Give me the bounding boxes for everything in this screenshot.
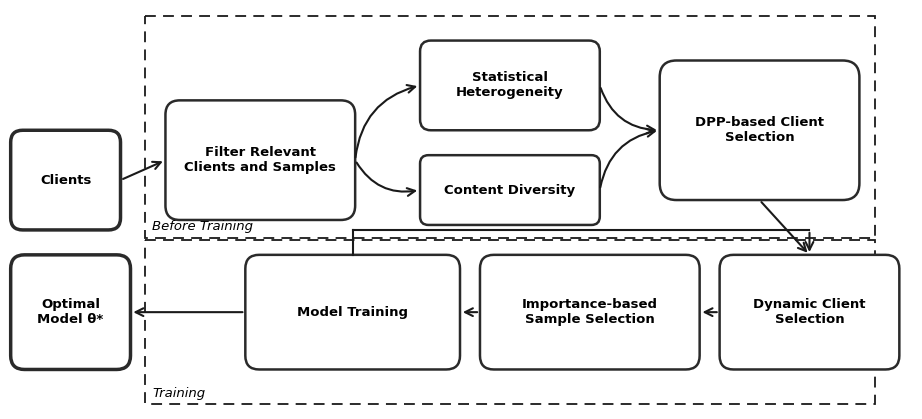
Text: Clients: Clients <box>40 173 91 186</box>
Text: Statistical
Heterogeneity: Statistical Heterogeneity <box>456 71 563 99</box>
Text: DPP-based Client
Selection: DPP-based Client Selection <box>695 116 824 144</box>
FancyBboxPatch shape <box>420 41 600 130</box>
Text: Training: Training <box>152 388 206 401</box>
Text: Dynamic Client
Selection: Dynamic Client Selection <box>753 298 866 326</box>
FancyBboxPatch shape <box>165 101 355 220</box>
Text: Before Training: Before Training <box>152 220 254 233</box>
FancyBboxPatch shape <box>245 255 460 370</box>
Text: Importance-based
Sample Selection: Importance-based Sample Selection <box>522 298 657 326</box>
FancyBboxPatch shape <box>480 255 700 370</box>
FancyBboxPatch shape <box>11 130 121 230</box>
Text: Optimal
Model θ*: Optimal Model θ* <box>38 298 103 326</box>
FancyBboxPatch shape <box>660 60 859 200</box>
Text: Model Training: Model Training <box>297 305 408 319</box>
Bar <box>146 240 875 404</box>
FancyBboxPatch shape <box>420 155 600 225</box>
Bar <box>146 16 875 238</box>
FancyBboxPatch shape <box>11 255 131 370</box>
Text: Content Diversity: Content Diversity <box>444 184 575 197</box>
Text: Filter Relevant
Clients and Samples: Filter Relevant Clients and Samples <box>184 146 337 174</box>
FancyBboxPatch shape <box>719 255 899 370</box>
